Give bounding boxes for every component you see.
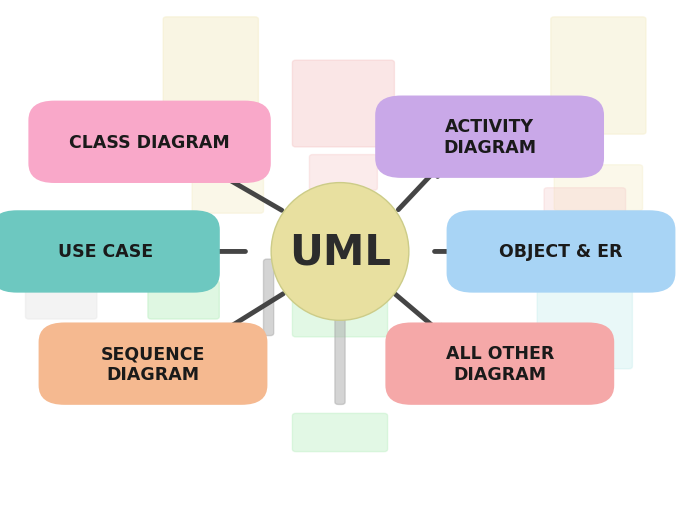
FancyBboxPatch shape	[544, 188, 626, 224]
FancyBboxPatch shape	[39, 323, 267, 405]
FancyBboxPatch shape	[163, 18, 258, 135]
Text: ALL OTHER
DIAGRAM: ALL OTHER DIAGRAM	[445, 345, 554, 383]
FancyBboxPatch shape	[29, 101, 271, 184]
FancyBboxPatch shape	[264, 260, 273, 336]
FancyArrowPatch shape	[398, 169, 438, 210]
FancyBboxPatch shape	[375, 96, 604, 179]
FancyBboxPatch shape	[551, 18, 646, 135]
FancyBboxPatch shape	[292, 61, 394, 148]
FancyBboxPatch shape	[335, 318, 345, 405]
FancyArrowPatch shape	[219, 294, 284, 336]
Text: UML: UML	[289, 231, 391, 273]
FancyBboxPatch shape	[26, 281, 97, 320]
FancyBboxPatch shape	[292, 299, 388, 337]
Text: ACTIVITY
DIAGRAM: ACTIVITY DIAGRAM	[443, 118, 536, 157]
Text: OBJECT & ER: OBJECT & ER	[499, 243, 623, 261]
FancyArrowPatch shape	[214, 169, 282, 211]
Text: USE CASE: USE CASE	[58, 243, 153, 261]
FancyBboxPatch shape	[192, 173, 264, 214]
FancyBboxPatch shape	[148, 281, 219, 320]
FancyArrowPatch shape	[200, 246, 245, 258]
Ellipse shape	[271, 183, 409, 321]
FancyArrowPatch shape	[435, 246, 466, 258]
Text: SEQUENCE
DIAGRAM: SEQUENCE DIAGRAM	[101, 345, 205, 383]
FancyBboxPatch shape	[447, 211, 675, 293]
FancyBboxPatch shape	[292, 413, 388, 452]
FancyBboxPatch shape	[537, 262, 632, 369]
FancyArrowPatch shape	[395, 295, 441, 334]
FancyBboxPatch shape	[554, 165, 643, 211]
FancyBboxPatch shape	[0, 211, 220, 293]
FancyBboxPatch shape	[386, 323, 614, 405]
Text: CLASS DIAGRAM: CLASS DIAGRAM	[69, 133, 230, 152]
FancyBboxPatch shape	[309, 155, 377, 191]
